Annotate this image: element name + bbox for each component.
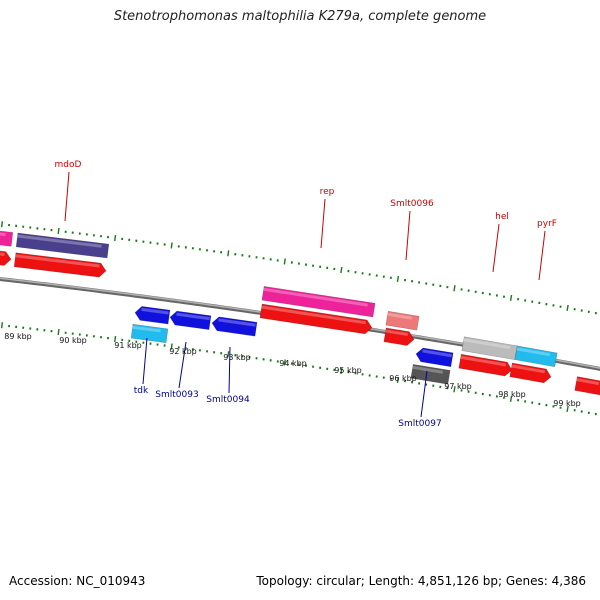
- outer-major-tick: [396, 275, 400, 283]
- gene-feature[interactable]: [509, 362, 552, 384]
- gene-label-pyrf: pyrF: [537, 219, 557, 229]
- kbp-label: 93 kbp: [223, 353, 251, 362]
- kbp-label: 96 kbp: [389, 374, 417, 383]
- kbp-scale: 89 kbp 90 kbp 91 kbp 92 kbp 93 kbp 94 kbp 95 k…: [4, 332, 581, 408]
- outer-major-tick: [114, 234, 117, 242]
- gene-label-rep: rep: [320, 187, 335, 197]
- gene-label-smlt0096: Smlt0096: [390, 199, 434, 209]
- kbp-label: 91 kbp: [114, 341, 142, 350]
- outer-major-tick: [566, 304, 569, 312]
- inner-tick-ring: [0, 322, 597, 416]
- label-leaders: [64, 171, 546, 418]
- inner-major-tick: [57, 328, 60, 335]
- outer-major-tick: [227, 250, 230, 257]
- gene-feature[interactable]: [130, 323, 169, 344]
- label-leader-line: [492, 223, 500, 273]
- gene-label-mdod: mdoD: [55, 160, 82, 170]
- outer-major-tick: [509, 294, 513, 301]
- inner-major-tick: [566, 405, 569, 413]
- kbp-label: 94 kbp: [279, 359, 307, 368]
- inner-major-tick: [170, 343, 173, 350]
- gene-feature[interactable]: [385, 310, 420, 331]
- outer-major-tick: [0, 221, 4, 228]
- genome-summary: Topology: circular; Length: 4,851,126 bp…: [256, 574, 586, 588]
- gene-feature[interactable]: [0, 230, 14, 247]
- outer-major-tick: [170, 242, 173, 249]
- gene-feature[interactable]: [574, 376, 600, 397]
- gene-feature[interactable]: [458, 353, 513, 377]
- gene-feature[interactable]: [383, 327, 415, 347]
- outer-major-tick: [340, 266, 343, 274]
- gene-feature[interactable]: [461, 336, 518, 361]
- kbp-label: 90 kbp: [59, 336, 87, 345]
- gene-feature[interactable]: [261, 285, 376, 318]
- inner-major-tick: [396, 376, 400, 384]
- page-title: Stenotrophomonas maltophilia K279a, comp…: [113, 9, 487, 24]
- inner-major-tick: [453, 386, 456, 393]
- label-leader-line: [178, 341, 187, 389]
- gene-label-smlt0094: Smlt0094: [206, 395, 250, 405]
- kbp-label: 98 kbp: [498, 390, 526, 399]
- gene-label-hel: hel: [495, 212, 509, 222]
- accession-label: Accession: NC_010943: [9, 574, 146, 588]
- outer-major-tick: [57, 227, 60, 234]
- gene-feature[interactable]: [15, 232, 110, 259]
- label-leader-line: [64, 171, 70, 222]
- gene-label-smlt0097: Smlt0097: [398, 419, 441, 429]
- gene-feature[interactable]: [169, 310, 212, 330]
- inner-major-tick: [283, 359, 286, 366]
- label-leader-line: [142, 337, 148, 385]
- gene-features[interactable]: [0, 230, 600, 397]
- kbp-label: 95 kbp: [334, 366, 362, 375]
- label-leader-line: [320, 198, 326, 249]
- gene-label-tdk: tdk: [134, 386, 149, 396]
- kbp-label: 92 kbp: [169, 347, 197, 356]
- inner-major-tick: [227, 351, 230, 358]
- outer-major-tick: [283, 258, 286, 265]
- inner-major-tick: [509, 395, 513, 402]
- kbp-label: 97 kbp: [444, 382, 472, 391]
- gene-labels: mdoD rep Smlt0096 hel pyrF tdk Smlt0093 Smlt009…: [55, 160, 557, 429]
- gene-feature[interactable]: [13, 252, 107, 278]
- gene-feature[interactable]: [415, 347, 454, 368]
- label-leader-line: [538, 230, 546, 281]
- label-leader-line: [228, 346, 231, 394]
- inner-major-tick: [114, 335, 117, 343]
- kbp-label: 89 kbp: [4, 332, 32, 341]
- outer-tick-ring: [0, 221, 597, 315]
- label-leader-line: [420, 370, 428, 418]
- gene-feature[interactable]: [514, 345, 558, 368]
- inner-major-tick: [340, 367, 343, 375]
- gene-feature[interactable]: [134, 306, 171, 325]
- gene-label-smlt0093: Smlt0093: [155, 390, 198, 400]
- inner-major-tick: [0, 322, 4, 329]
- gene-feature[interactable]: [259, 303, 373, 335]
- gene-feature[interactable]: [410, 363, 451, 385]
- label-leader-line: [405, 210, 411, 261]
- outer-major-tick: [453, 285, 456, 292]
- gene-feature[interactable]: [211, 316, 258, 337]
- gene-feature[interactable]: [0, 250, 12, 266]
- kbp-label: 99 kbp: [553, 399, 581, 408]
